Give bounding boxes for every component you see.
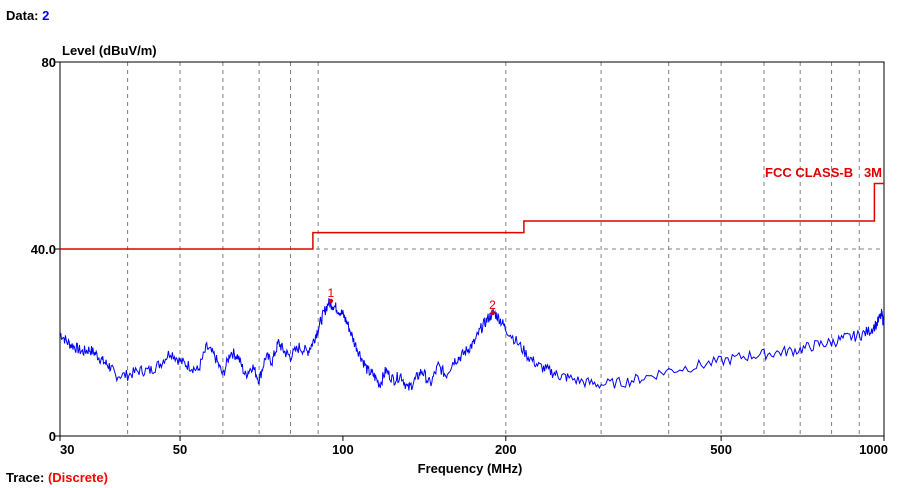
data-label: Data: bbox=[6, 8, 39, 23]
x-tick-label: 200 bbox=[495, 442, 517, 457]
tick-layer: 30 50 100 200 500 1000 0 40.0 80 bbox=[31, 55, 888, 457]
data-indicator: Data: 2 bbox=[6, 8, 49, 23]
marker-layer: 12 bbox=[328, 286, 496, 316]
y-tick-label: 0 bbox=[49, 429, 56, 444]
limit-line bbox=[60, 182, 884, 250]
limit-line-label: FCC CLASS-B 3M bbox=[765, 165, 882, 180]
trace-value: (Discrete) bbox=[47, 470, 108, 485]
x-tick-label: 30 bbox=[60, 442, 74, 457]
data-value: 2 bbox=[42, 8, 50, 23]
peak-marker bbox=[328, 298, 334, 304]
emission-trace bbox=[59, 297, 885, 391]
peak-marker-label: 2 bbox=[489, 298, 496, 312]
y-axis-label: Level (dBuV/m) bbox=[62, 43, 157, 58]
x-axis-label: Frequency (MHz) bbox=[418, 461, 523, 476]
y-tick-label: 80 bbox=[42, 55, 56, 70]
limit-layer bbox=[60, 182, 884, 250]
peak-marker bbox=[490, 310, 495, 316]
series-layer bbox=[59, 297, 885, 391]
x-tick-label: 50 bbox=[173, 442, 187, 457]
x-tick-label: 100 bbox=[332, 442, 354, 457]
x-tick-label: 500 bbox=[710, 442, 732, 457]
trace-indicator: Trace: (Discrete) bbox=[6, 470, 108, 485]
trace-label: Trace: bbox=[6, 470, 45, 485]
y-tick-label: 40.0 bbox=[31, 242, 56, 257]
x-tick-label: 1000 bbox=[859, 442, 888, 457]
peak-marker-label: 1 bbox=[328, 286, 335, 300]
